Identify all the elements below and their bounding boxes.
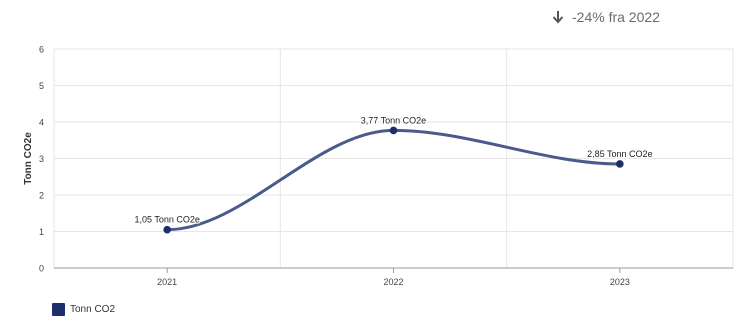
data-point[interactable]	[389, 126, 398, 135]
emissions-chart: 0 1 2 3 4 5 6 2021 2022 2023 Tonn CO2e 1,05 Tonn C…	[0, 40, 734, 295]
y-tick-label: 0	[39, 264, 44, 274]
label-layer: 1,05 Tonn CO2e 3,77 Tonn CO2e 2,85 Tonn CO…	[133, 114, 654, 226]
data-label: 1,05 Tonn CO2e	[134, 215, 199, 225]
series-line	[165, 128, 622, 232]
data-label: 3,77 Tonn CO2e	[361, 115, 426, 125]
legend-label: Tonn CO2	[70, 304, 116, 315]
y-tick-label: 4	[39, 118, 44, 128]
change-indicator: -24% fra 2022	[552, 9, 660, 25]
change-text: -24% fra 2022	[572, 9, 660, 25]
chart-header: -24% fra 2022	[0, 0, 734, 40]
y-tick-label: 5	[39, 81, 44, 91]
x-tick-label: 2023	[610, 277, 630, 287]
series-layer	[163, 126, 624, 234]
y-tick-label: 2	[39, 191, 44, 201]
y-tick-label: 6	[39, 45, 44, 55]
x-tick-label: 2021	[157, 277, 177, 287]
y-tick-label: 1	[39, 227, 44, 237]
data-point[interactable]	[163, 225, 171, 234]
legend-swatch	[52, 303, 65, 316]
data-point[interactable]	[616, 160, 624, 168]
arrow-down-icon	[552, 11, 564, 24]
axis-layer: 0 1 2 3 4 5 6 2021 2022 2023 Tonn CO2e	[23, 45, 733, 287]
data-label: 2,85 Tonn CO2e	[587, 149, 652, 159]
chart-svg: 0 1 2 3 4 5 6 2021 2022 2023 Tonn CO2e 1,05 Tonn C…	[23, 45, 734, 287]
y-tick-label: 3	[39, 154, 44, 164]
y-axis-title: Tonn CO2e	[23, 132, 34, 185]
x-tick-label: 2022	[383, 277, 403, 287]
legend[interactable]: Tonn CO2	[52, 303, 115, 316]
